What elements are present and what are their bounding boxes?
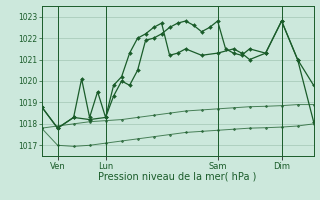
X-axis label: Pression niveau de la mer( hPa ): Pression niveau de la mer( hPa )	[99, 172, 257, 182]
